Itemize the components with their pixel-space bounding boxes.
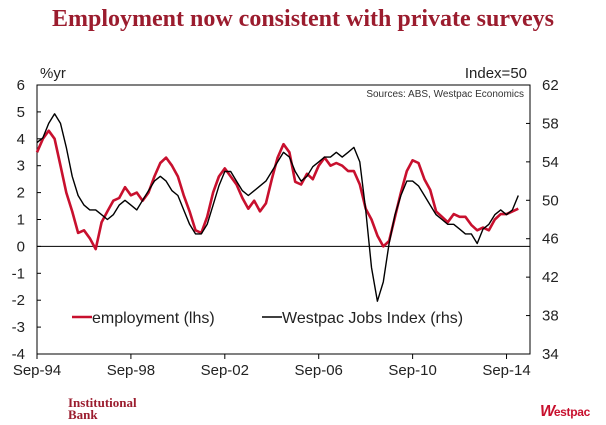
y-left-tick-label: -4 <box>12 346 25 363</box>
chart-title: Employment now consistent with private s… <box>52 6 554 32</box>
y-left-tick-label: 4 <box>17 131 25 148</box>
legend-layer: employment (lhs) Westpac Jobs Index (rhs) <box>72 310 463 327</box>
institutional-bank-logo: Institutional Bank <box>68 395 137 422</box>
legend-jobs-index-label: Westpac Jobs Index (rhs) <box>282 310 463 327</box>
source-note: Sources: ABS, Westpac Economics <box>366 89 524 100</box>
left-axis-unit: %yr <box>40 65 66 82</box>
x-tick-label: Sep-98 <box>107 362 155 379</box>
y-left-tick-label: 6 <box>17 77 25 94</box>
y-right-tick-label: 58 <box>542 115 559 132</box>
y-right-tick-label: 62 <box>542 77 559 94</box>
y-left-tick-label: 1 <box>17 212 25 229</box>
x-tick-label: Sep-10 <box>388 362 436 379</box>
y-left-tick-label: -2 <box>12 292 25 309</box>
y-left-tick-label: -3 <box>12 319 25 336</box>
brand-line-1: Institutional <box>68 395 137 410</box>
series-layer <box>35 113 519 302</box>
westpac-logo-text: estpac <box>553 405 591 419</box>
jobs-index-line <box>36 113 519 302</box>
y-left-tick-label: 2 <box>17 185 25 202</box>
y-left-tick-label: -1 <box>12 265 25 282</box>
brand-line-2: Bank <box>68 407 98 422</box>
right-axis-unit: Index=50 <box>465 65 527 82</box>
y-left-tick-label: 5 <box>17 104 25 121</box>
y-right-tick-label: 46 <box>542 231 559 248</box>
y-left-tick-label: 3 <box>17 158 25 175</box>
y-right-tick-label: 38 <box>542 308 559 325</box>
y-right-tick-label: 54 <box>542 154 559 171</box>
x-tick-label: Sep-94 <box>13 362 61 379</box>
legend-employment-label: employment (lhs) <box>92 310 215 327</box>
y-left-tick-label: 0 <box>17 238 25 255</box>
westpac-logo: Westpac <box>540 403 590 421</box>
x-tick-label: Sep-14 <box>482 362 530 379</box>
y-right-tick-label: 42 <box>542 269 559 286</box>
y-right-tick-label: 34 <box>542 346 559 363</box>
x-tick-label: Sep-06 <box>295 362 343 379</box>
x-tick-label: Sep-02 <box>201 362 249 379</box>
westpac-w-mark: W <box>540 403 555 420</box>
employment-line <box>35 129 519 251</box>
y-right-tick-label: 50 <box>542 192 559 209</box>
